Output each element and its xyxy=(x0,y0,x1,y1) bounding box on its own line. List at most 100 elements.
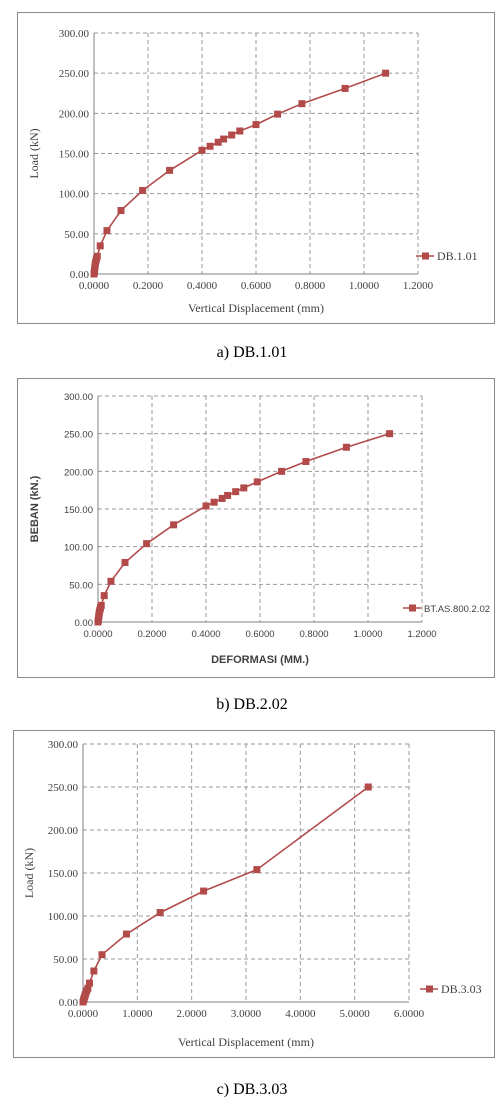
x-tick-label: 1.0000 xyxy=(353,629,382,640)
y-axis-label: Load (kN) xyxy=(27,128,41,178)
data-point xyxy=(298,100,306,108)
y-tick-label: 250.00 xyxy=(48,782,79,794)
legend-label: DB.3.03 xyxy=(441,982,482,996)
chart-b-frame: 0.00 50.00 100.00 150.00 200.00 250.00 300.00 0… xyxy=(17,378,495,678)
data-point xyxy=(341,84,349,92)
x-tick-label: 2.0000 xyxy=(177,1008,208,1020)
x-axis-label: Vertical Displacement (mm) xyxy=(188,301,324,315)
data-point xyxy=(139,186,147,194)
data-point xyxy=(96,242,104,250)
legend-marker xyxy=(426,985,433,993)
chart-a: 0.00 50.00 100.00 150.00 200.00 250.00 300.00 0… xyxy=(27,28,478,315)
y-tick-label: 0.00 xyxy=(59,997,79,1009)
data-point xyxy=(220,135,228,143)
data-point xyxy=(198,146,206,154)
x-tick-label: 0.6000 xyxy=(245,629,274,640)
x-tick-label: 0.2000 xyxy=(137,629,166,640)
data-point xyxy=(224,491,232,499)
data-point xyxy=(107,577,115,585)
data-point xyxy=(278,467,286,475)
x-tick-label: 0.2000 xyxy=(133,280,164,292)
x-tick-label: 1.0000 xyxy=(349,280,380,292)
y-tick-label: 300.00 xyxy=(48,739,79,751)
x-tick-label: 1.2000 xyxy=(407,629,436,640)
y-tick-label: 150.00 xyxy=(59,149,90,161)
legend-label: BT.AS.800.2.02 xyxy=(424,604,490,615)
y-tick-label: 200.00 xyxy=(64,467,93,478)
data-point xyxy=(210,498,218,506)
legend-marker xyxy=(422,252,429,260)
data-point xyxy=(274,110,282,118)
legend-marker xyxy=(409,604,416,612)
data-point xyxy=(228,131,236,139)
data-point xyxy=(122,930,130,938)
chart-a-frame: 0.00 50.00 100.00 150.00 200.00 250.00 300.00 0… xyxy=(17,12,495,324)
data-point xyxy=(240,484,248,492)
y-tick-label: 150.00 xyxy=(48,868,79,880)
x-tick-label: 0.4000 xyxy=(191,629,220,640)
data-point xyxy=(218,494,226,502)
y-tick-label: 200.00 xyxy=(59,108,90,120)
data-point xyxy=(100,592,108,600)
data-point xyxy=(170,521,178,529)
x-tick-label: 3.0000 xyxy=(231,1008,262,1020)
chart-b-caption: b) DB.2.02 xyxy=(216,696,288,713)
x-tick-label: 1.0000 xyxy=(122,1008,153,1020)
data-point xyxy=(86,979,94,987)
data-point xyxy=(84,984,92,992)
x-tick-label: 6.0000 xyxy=(394,1008,425,1020)
legend-label: DB.1.01 xyxy=(437,249,478,263)
data-point xyxy=(156,909,164,917)
data-point xyxy=(97,601,105,609)
data-point xyxy=(200,887,208,895)
chart-b: 0.00 50.00 100.00 150.00 200.00 250.00 300.00 0… xyxy=(29,392,490,666)
data-point xyxy=(103,227,111,235)
data-point xyxy=(202,502,210,510)
y-tick-label: 100.00 xyxy=(59,189,90,201)
data-point xyxy=(166,166,174,174)
x-tick-label: 0.8000 xyxy=(299,629,328,640)
data-point xyxy=(253,866,261,874)
y-tick-label: 50.00 xyxy=(69,580,93,591)
y-tick-label: 300.00 xyxy=(64,392,93,403)
series-line xyxy=(93,72,386,275)
data-point xyxy=(253,478,261,486)
x-tick-label: 0.6000 xyxy=(241,280,272,292)
y-tick-label: 100.00 xyxy=(48,911,79,923)
series-line xyxy=(82,786,369,1003)
data-point xyxy=(143,540,151,548)
data-point xyxy=(121,558,129,566)
series-line xyxy=(97,432,390,623)
y-tick-label: 250.00 xyxy=(64,430,93,441)
y-tick-label: 100.00 xyxy=(64,543,93,554)
data-point xyxy=(236,127,244,135)
chart-c-frame: 0.00 50.00 100.00 150.00 200.00 250.00 300.00 0… xyxy=(13,730,495,1058)
data-point xyxy=(342,443,350,451)
x-tick-label: 0.0000 xyxy=(83,629,112,640)
x-axis-label: DEFORMASI (MM.) xyxy=(211,654,309,666)
y-tick-label: 50.00 xyxy=(64,229,89,241)
x-tick-label: 1.2000 xyxy=(403,280,434,292)
data-point xyxy=(252,121,260,129)
data-point xyxy=(214,138,222,146)
data-point xyxy=(206,142,214,150)
chart-c: 0.00 50.00 100.00 150.00 200.00 250.00 300.00 0… xyxy=(22,739,482,1049)
data-point xyxy=(302,458,310,466)
y-tick-label: 250.00 xyxy=(59,68,90,80)
y-tick-label: 200.00 xyxy=(48,825,79,837)
y-tick-label: 50.00 xyxy=(53,954,78,966)
chart-a-caption: a) DB.1.01 xyxy=(216,344,288,361)
data-point xyxy=(93,252,101,260)
data-point xyxy=(117,207,125,215)
y-axis-label: BEBAN (kN.) xyxy=(29,475,41,542)
data-point xyxy=(232,488,240,496)
data-point xyxy=(98,951,106,959)
x-tick-label: 0.4000 xyxy=(187,280,218,292)
y-tick-label: 150.00 xyxy=(64,505,93,516)
x-tick-label: 5.0000 xyxy=(340,1008,371,1020)
x-tick-label: 0.8000 xyxy=(295,280,326,292)
x-tick-label: 0.0000 xyxy=(79,280,110,292)
data-point xyxy=(90,967,98,975)
x-axis-label: Vertical Displacement (mm) xyxy=(178,1035,314,1049)
data-point xyxy=(382,69,390,77)
